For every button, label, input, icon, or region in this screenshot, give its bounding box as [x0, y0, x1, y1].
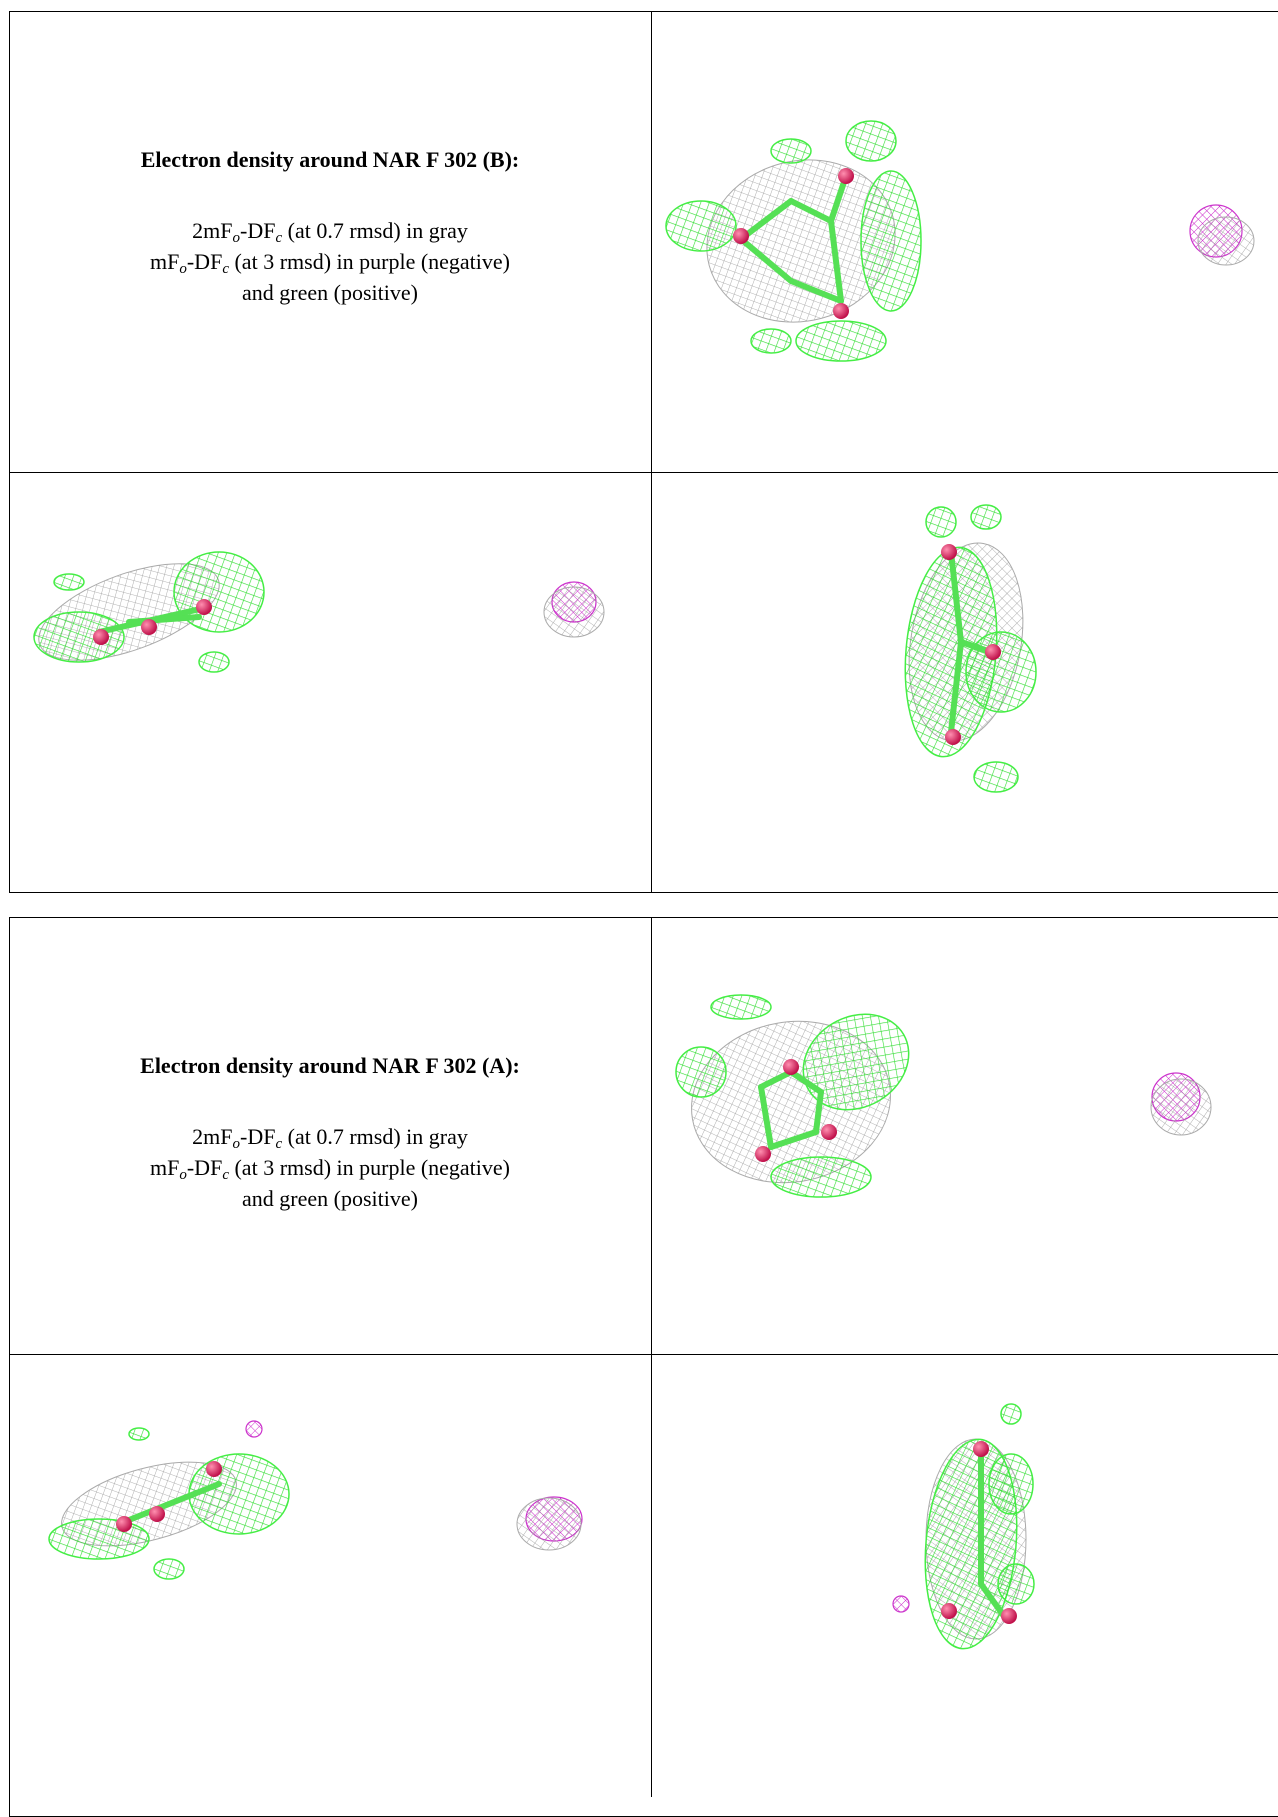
- green-mesh: [796, 321, 886, 361]
- green-mesh: [846, 121, 896, 161]
- green-mesh: [1001, 1404, 1021, 1424]
- atom: [116, 1516, 132, 1532]
- atom: [945, 729, 961, 745]
- green-mesh: [666, 201, 736, 251]
- green-mesh: [54, 574, 84, 590]
- atom: [196, 599, 212, 615]
- gray-mesh: [1198, 217, 1254, 265]
- atom: [206, 1461, 222, 1477]
- green-mesh: [861, 171, 921, 311]
- gray-mesh: [1151, 1079, 1211, 1135]
- purple-mesh: [246, 1421, 262, 1437]
- atom: [973, 1441, 989, 1457]
- purple-mesh: [893, 1596, 909, 1612]
- density-image: [893, 1404, 1034, 1653]
- density-image: [49, 1421, 582, 1579]
- density-image: [27, 544, 604, 680]
- green-mesh: [771, 139, 811, 163]
- green-mesh: [189, 1454, 289, 1534]
- green-mesh: [771, 1157, 871, 1197]
- green-mesh: [926, 507, 956, 537]
- green-mesh: [676, 1047, 726, 1097]
- green-mesh: [711, 995, 771, 1019]
- atom: [985, 644, 1001, 660]
- atom: [755, 1146, 771, 1162]
- atom: [941, 544, 957, 560]
- green-mesh: [34, 612, 124, 662]
- green-mesh: [129, 1428, 149, 1440]
- density-image: [676, 995, 1211, 1198]
- green-mesh: [154, 1559, 184, 1579]
- atom: [833, 303, 849, 319]
- density-image: [894, 505, 1037, 792]
- atom: [733, 228, 749, 244]
- atom: [838, 168, 854, 184]
- atom: [149, 1506, 165, 1522]
- green-mesh: [971, 505, 1001, 529]
- gray-mesh: [517, 1498, 581, 1550]
- green-mesh: [998, 1564, 1034, 1604]
- atom: [141, 619, 157, 635]
- atom: [93, 629, 109, 645]
- green-mesh: [989, 1454, 1033, 1514]
- green-mesh: [751, 329, 791, 353]
- atom: [1001, 1608, 1017, 1624]
- page: Electron density around NAR F 302 (B): E…: [0, 0, 1278, 1797]
- atom: [821, 1124, 837, 1140]
- atom: [941, 1603, 957, 1619]
- green-mesh: [49, 1519, 149, 1559]
- density-image: [666, 121, 1254, 361]
- green-mesh: [199, 652, 229, 672]
- green-mesh: [966, 632, 1036, 712]
- green-mesh: [974, 762, 1018, 792]
- gray-mesh: [544, 587, 604, 637]
- atom: [783, 1059, 799, 1075]
- density-renders: [0, 0, 1278, 1797]
